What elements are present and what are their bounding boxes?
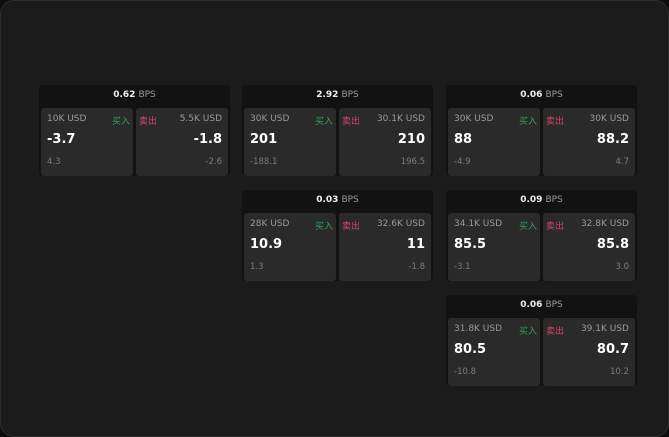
sell-label: 卖出 xyxy=(546,327,565,337)
buy-size: 30K USD xyxy=(454,114,494,124)
sell-size: 5.5K USD xyxy=(179,114,222,124)
buy-change: 4.3 xyxy=(47,157,61,167)
buy-price: 10.9 xyxy=(250,237,283,252)
sell-button[interactable]: 卖出 39.1K USD 80.7 10.2 xyxy=(543,318,635,386)
buy-button[interactable]: 30K USD 买入 88 -4.9 xyxy=(448,108,540,176)
spread-value: 0.03 xyxy=(316,195,339,205)
spread-value: 0.62 xyxy=(113,90,136,100)
sell-change: 3.0 xyxy=(615,262,629,272)
sell-size: 30K USD xyxy=(589,114,629,124)
sell-button[interactable]: 卖出 30K USD 88.2 4.7 xyxy=(543,108,635,176)
buy-label: 买入 xyxy=(518,327,537,337)
spread-header: 0.06 BPS xyxy=(446,295,637,316)
sell-button[interactable]: 卖出 5.5K USD -1.8 -2.6 xyxy=(136,108,228,176)
buy-size: 34.1K USD xyxy=(454,219,503,229)
sell-price: 11 xyxy=(406,237,425,252)
price-tile: 0.06 BPS 30K USD 买入 88 -4.9 卖出 30K USD 88… xyxy=(446,85,637,176)
sell-label: 卖出 xyxy=(342,117,361,127)
spread-unit: BPS xyxy=(545,195,563,205)
buy-price: 85.5 xyxy=(454,237,487,252)
buy-button[interactable]: 10K USD 买入 -3.7 4.3 xyxy=(41,108,133,176)
buy-price: 201 xyxy=(250,132,278,147)
spread-header: 0.06 BPS xyxy=(446,85,637,106)
sell-size: 39.1K USD xyxy=(580,324,629,334)
buy-label: 买入 xyxy=(111,117,130,127)
sell-label: 卖出 xyxy=(139,117,158,127)
buy-change: -3.1 xyxy=(454,262,471,272)
buy-size: 10K USD xyxy=(47,114,87,124)
price-tile: 0.06 BPS 31.8K USD 买入 80.5 -10.8 卖出 39.1K… xyxy=(446,295,637,386)
buy-size: 31.8K USD xyxy=(454,324,503,334)
sell-button[interactable]: 卖出 32.8K USD 85.8 3.0 xyxy=(543,213,635,281)
sell-button[interactable]: 卖出 32.6K USD 11 -1.8 xyxy=(339,213,431,281)
spread-header: 2.92 BPS xyxy=(242,85,433,106)
price-tile: 0.03 BPS 28K USD 买入 10.9 1.3 卖出 32.6K USD… xyxy=(242,190,433,281)
price-tile: 0.62 BPS 10K USD 买入 -3.7 4.3 卖出 5.5K USD … xyxy=(39,85,230,176)
buy-button[interactable]: 28K USD 买入 10.9 1.3 xyxy=(244,213,336,281)
sell-change: 4.7 xyxy=(615,157,629,167)
spread-value: 0.06 xyxy=(520,300,543,310)
spread-header: 0.62 BPS xyxy=(39,85,230,106)
buy-button[interactable]: 34.1K USD 买入 85.5 -3.1 xyxy=(448,213,540,281)
sell-price: 88.2 xyxy=(596,132,629,147)
sell-change: 10.2 xyxy=(610,367,629,377)
buy-change: -188.1 xyxy=(250,157,278,167)
buy-price: 88 xyxy=(454,132,473,147)
spread-unit: BPS xyxy=(341,195,359,205)
sell-button[interactable]: 卖出 30.1K USD 210 196.5 xyxy=(339,108,431,176)
spread-unit: BPS xyxy=(138,90,156,100)
buy-label: 买入 xyxy=(314,222,333,232)
sell-price: 210 xyxy=(397,132,425,147)
sell-price: 80.7 xyxy=(596,342,629,357)
buy-size: 30K USD xyxy=(250,114,290,124)
sell-price: -1.8 xyxy=(193,132,222,147)
buy-change: 1.3 xyxy=(250,262,264,272)
sell-label: 卖出 xyxy=(342,222,361,232)
buy-button[interactable]: 31.8K USD 买入 80.5 -10.8 xyxy=(448,318,540,386)
sell-size: 30.1K USD xyxy=(376,114,425,124)
buy-price: 80.5 xyxy=(454,342,487,357)
spread-unit: BPS xyxy=(341,90,359,100)
price-tile: 0.09 BPS 34.1K USD 买入 85.5 -3.1 卖出 32.8K … xyxy=(446,190,637,281)
sell-price: 85.8 xyxy=(596,237,629,252)
buy-change: -10.8 xyxy=(454,367,476,377)
buy-label: 买入 xyxy=(518,117,537,127)
buy-label: 买入 xyxy=(518,222,537,232)
sell-change: -2.6 xyxy=(205,157,222,167)
buy-size: 28K USD xyxy=(250,219,290,229)
spread-value: 0.09 xyxy=(520,195,543,205)
sell-change: 196.5 xyxy=(400,157,425,167)
spread-header: 0.03 BPS xyxy=(242,190,433,211)
sell-change: -1.8 xyxy=(408,262,425,272)
spread-header: 0.09 BPS xyxy=(446,190,637,211)
buy-button[interactable]: 30K USD 买入 201 -188.1 xyxy=(244,108,336,176)
price-tile: 2.92 BPS 30K USD 买入 201 -188.1 卖出 30.1K U… xyxy=(242,85,433,176)
buy-label: 买入 xyxy=(314,117,333,127)
spread-value: 2.92 xyxy=(316,90,339,100)
spread-unit: BPS xyxy=(545,90,563,100)
buy-change: -4.9 xyxy=(454,157,471,167)
sell-size: 32.6K USD xyxy=(376,219,425,229)
buy-price: -3.7 xyxy=(47,132,76,147)
sell-label: 卖出 xyxy=(546,117,565,127)
spread-unit: BPS xyxy=(545,300,563,310)
spread-value: 0.06 xyxy=(520,90,543,100)
sell-size: 32.8K USD xyxy=(580,219,629,229)
sell-label: 卖出 xyxy=(546,222,565,232)
